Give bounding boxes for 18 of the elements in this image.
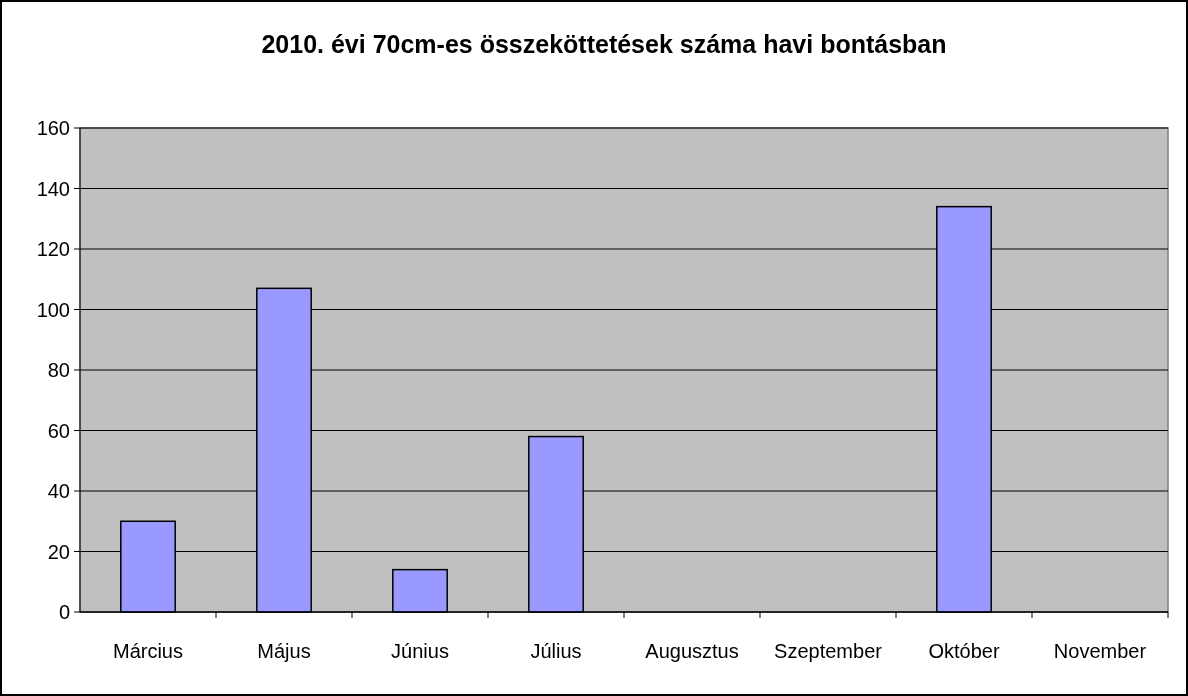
y-tick-label: 100 bbox=[36, 298, 70, 321]
y-tick-label: 40 bbox=[47, 480, 70, 502]
x-tick-label: Október bbox=[928, 640, 1000, 662]
x-tick-label: Június bbox=[391, 640, 449, 662]
y-tick-label: 120 bbox=[36, 238, 70, 260]
y-tick-label: 60 bbox=[47, 419, 70, 442]
y-tick-label: 20 bbox=[47, 540, 70, 563]
x-tick-label: Szeptember bbox=[774, 640, 883, 662]
x-tick-label: Augusztus bbox=[645, 640, 739, 662]
y-tick-label: 140 bbox=[36, 177, 70, 200]
y-tick-label: 160 bbox=[36, 117, 70, 139]
x-tick-label: Július bbox=[530, 640, 582, 662]
x-tick-label: November bbox=[1053, 640, 1147, 662]
y-tick-label: 80 bbox=[47, 359, 70, 381]
x-tick-label: Március bbox=[112, 640, 184, 662]
y-tick-label: 0 bbox=[58, 601, 70, 623]
chart-title: 2010. évi 70cm-es összeköttetések száma havi bontásban bbox=[261, 30, 947, 58]
x-tick-label: Május bbox=[257, 640, 311, 662]
